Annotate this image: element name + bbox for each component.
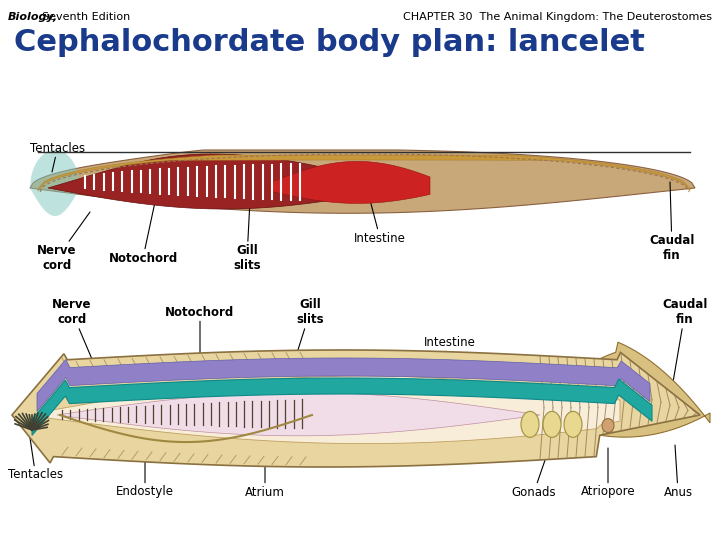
Text: Atrium: Atrium: [245, 455, 285, 498]
Text: Atriopore: Atriopore: [581, 448, 635, 498]
Polygon shape: [38, 155, 690, 191]
Polygon shape: [12, 350, 700, 467]
Text: Gill
slits: Gill slits: [290, 298, 324, 375]
Polygon shape: [32, 378, 652, 435]
Polygon shape: [30, 150, 695, 213]
Polygon shape: [30, 150, 80, 216]
Text: Notochord: Notochord: [166, 306, 235, 382]
Polygon shape: [57, 392, 540, 436]
Text: Intestine: Intestine: [354, 200, 406, 245]
Polygon shape: [42, 376, 620, 443]
Text: Endostyle: Endostyle: [116, 452, 174, 498]
Text: Tentacles: Tentacles: [8, 438, 63, 482]
Text: Anus: Anus: [663, 445, 693, 498]
Text: Notochord: Notochord: [109, 202, 178, 265]
Text: CHAPTER 30  The Animal Kingdom: The Deuterostomes: CHAPTER 30 The Animal Kingdom: The Deute…: [403, 12, 712, 22]
Ellipse shape: [543, 411, 561, 437]
Text: Gill
slits: Gill slits: [233, 200, 261, 272]
Text: Seventh Edition: Seventh Edition: [42, 12, 130, 22]
Text: Intestine: Intestine: [424, 335, 476, 390]
Polygon shape: [48, 154, 400, 209]
Text: Caudal
fin: Caudal fin: [649, 182, 695, 262]
Text: Biology,: Biology,: [8, 12, 58, 22]
Ellipse shape: [602, 418, 614, 433]
Text: Tentacles: Tentacles: [30, 141, 85, 172]
Text: Gonads: Gonads: [512, 440, 557, 498]
Polygon shape: [270, 161, 430, 204]
Ellipse shape: [564, 411, 582, 437]
Text: Nerve
cord: Nerve cord: [53, 298, 100, 378]
Text: Caudal
fin: Caudal fin: [662, 298, 708, 388]
Ellipse shape: [521, 411, 539, 437]
Text: Nerve
cord: Nerve cord: [37, 212, 90, 272]
Text: Cephalochordate body plan: lancelet: Cephalochordate body plan: lancelet: [14, 28, 645, 57]
Polygon shape: [37, 358, 650, 411]
Polygon shape: [600, 342, 710, 437]
